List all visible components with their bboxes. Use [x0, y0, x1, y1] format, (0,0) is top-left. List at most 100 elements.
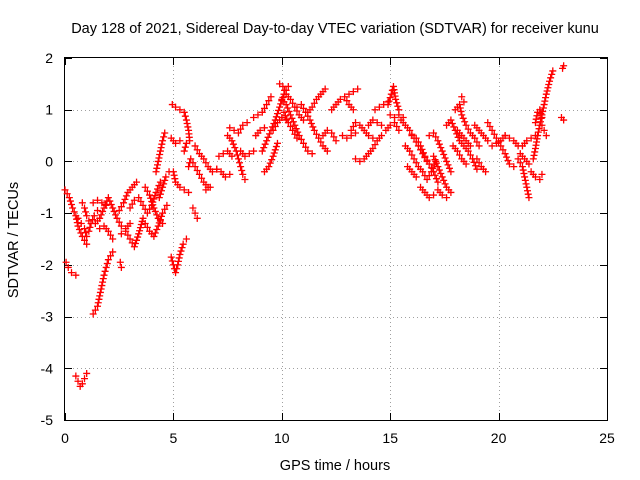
data-point	[99, 275, 107, 283]
data-point	[542, 90, 550, 98]
data-point	[236, 159, 244, 167]
data-point	[89, 310, 97, 318]
data-point	[341, 93, 349, 101]
data-point	[159, 209, 167, 217]
data-point	[182, 116, 190, 124]
data-point	[113, 214, 121, 222]
data-point	[126, 235, 134, 243]
data-point	[156, 151, 164, 159]
data-point	[85, 217, 93, 225]
data-point	[447, 188, 455, 196]
data-point	[473, 155, 481, 163]
x-tick-label: 25	[599, 430, 615, 446]
data-point	[172, 269, 180, 277]
data-point	[393, 99, 401, 107]
data-point	[282, 101, 290, 109]
data-point	[106, 197, 114, 205]
data-point	[443, 194, 451, 202]
data-point	[288, 114, 296, 122]
data-point	[365, 132, 373, 140]
data-point	[193, 214, 201, 222]
data-point	[482, 168, 490, 176]
data-point	[371, 141, 379, 149]
y-tick-label: 1	[45, 102, 53, 118]
data-point	[68, 269, 76, 277]
data-point	[256, 126, 264, 134]
data-point	[387, 90, 395, 98]
data-point	[260, 144, 268, 152]
data-point	[378, 132, 386, 140]
data-point	[536, 106, 544, 114]
data-point	[516, 159, 524, 167]
data-point	[459, 114, 467, 122]
data-point	[321, 85, 329, 93]
data-point	[417, 142, 425, 150]
data-point	[94, 196, 102, 204]
data-point	[94, 302, 102, 310]
data-point	[527, 134, 535, 142]
data-point	[161, 176, 169, 184]
data-point	[141, 183, 149, 191]
data-point	[62, 258, 70, 266]
data-point	[440, 176, 448, 184]
data-point	[540, 126, 548, 134]
data-point	[454, 133, 462, 141]
data-point	[68, 201, 76, 209]
data-point	[104, 256, 112, 264]
data-point	[96, 292, 104, 300]
data-point	[130, 196, 138, 204]
data-point	[456, 101, 464, 109]
data-point	[310, 126, 318, 134]
data-point	[89, 216, 97, 224]
data-point	[501, 132, 509, 140]
data-point	[103, 260, 111, 268]
data-point	[464, 147, 472, 155]
data-point	[486, 123, 494, 131]
data-point	[412, 173, 420, 181]
data-point	[286, 111, 294, 119]
data-point	[163, 201, 171, 209]
data-point	[275, 106, 283, 114]
data-point	[524, 190, 532, 198]
data-point	[91, 306, 99, 314]
data-point	[233, 151, 241, 159]
data-point	[156, 147, 164, 155]
data-point	[270, 120, 278, 128]
data-point	[445, 164, 453, 172]
data-point	[456, 151, 464, 159]
data-point	[107, 252, 115, 260]
data-point	[536, 176, 544, 184]
data-point	[347, 126, 355, 134]
data-point	[122, 192, 130, 200]
data-point	[99, 278, 107, 286]
data-point	[131, 240, 139, 248]
data-point	[464, 125, 472, 133]
data-point	[146, 205, 154, 213]
data-point	[183, 120, 191, 128]
data-point	[116, 258, 124, 266]
data-point	[544, 84, 552, 92]
data-point	[104, 194, 112, 202]
data-point	[78, 380, 86, 388]
grid	[65, 58, 607, 420]
data-point	[124, 231, 132, 239]
data-point	[410, 155, 418, 163]
data-point	[182, 139, 190, 147]
data-point	[153, 226, 161, 234]
data-point	[182, 235, 190, 243]
x-tick-label: 15	[382, 430, 398, 446]
data-point	[408, 132, 416, 140]
data-point	[542, 132, 550, 140]
data-point	[161, 129, 169, 137]
data-point	[354, 85, 362, 93]
data-point	[75, 226, 83, 234]
data-point	[180, 186, 188, 194]
data-point	[139, 201, 147, 209]
data-point	[70, 208, 78, 216]
data-point	[471, 162, 479, 170]
data-point	[430, 191, 438, 199]
data-point	[456, 104, 464, 112]
data-point	[120, 199, 128, 207]
data-point	[531, 148, 539, 156]
data-point	[310, 99, 318, 107]
